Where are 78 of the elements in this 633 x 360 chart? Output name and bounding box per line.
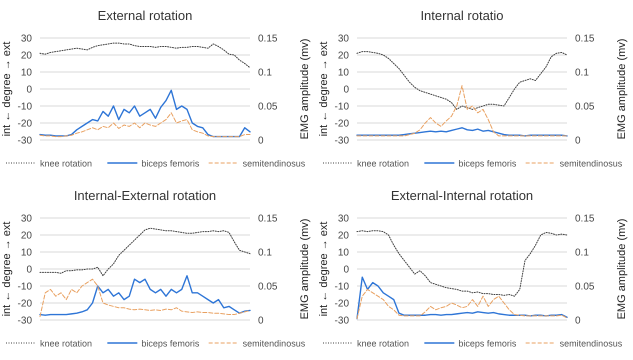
y-tick-label: -30 [334, 316, 350, 326]
y-tick-label: -20 [334, 298, 350, 310]
y-axis-title: int ← degree → ext [318, 222, 330, 316]
y-tick-label: -30 [18, 136, 32, 146]
y-tick-label: -30 [334, 136, 350, 146]
y-tick-label: 0 [343, 264, 350, 276]
legend-label: knee rotation [357, 338, 410, 348]
y-tick-label: -20 [18, 298, 32, 310]
chart-title: External-Internal rotation [390, 188, 534, 203]
y-tick-label: -10 [18, 102, 32, 112]
y-tick-label: 20 [20, 50, 32, 62]
legend-label: semitendinosus [242, 158, 306, 168]
y-tick-label: 30 [338, 214, 350, 224]
y-tick-label: -30 [18, 316, 32, 326]
y2-tick-label: 0.05 [575, 282, 595, 292]
y-tick-label: -10 [18, 282, 32, 292]
y-tick-label: 30 [20, 214, 32, 224]
y-axis-title: int ← degree → ext [318, 42, 330, 136]
y2-tick-label: 0 [575, 136, 581, 146]
line-series [40, 228, 250, 276]
y-tick-label: 30 [20, 34, 32, 44]
line-series [39, 90, 251, 138]
legend-label: knee rotation [40, 338, 92, 348]
y2-axis-title: EMG amplitude (mv) [616, 38, 628, 140]
y-tick-label: 10 [20, 248, 32, 258]
y-tick-label: 10 [338, 68, 350, 78]
y2-tick-label: 0.05 [258, 102, 278, 112]
y2-tick-label: 0 [258, 136, 264, 146]
legend-label: semitendinosus [560, 158, 623, 168]
y2-tick-label: 0.1 [575, 68, 590, 78]
line-series [356, 276, 568, 320]
y2-axis-title: EMG amplitude (mv) [299, 218, 311, 320]
y-tick-label: 0 [343, 84, 350, 96]
y-tick-label: -20 [18, 118, 32, 130]
y-axis-title: int ← degree → ext [1, 42, 13, 136]
y2-tick-label: 0.15 [575, 34, 595, 44]
y2-tick-label: 0.05 [575, 102, 595, 112]
line-series [356, 51, 568, 110]
y-tick-label: 0 [26, 264, 32, 276]
legend-label: biceps femoris [458, 338, 517, 348]
y-axis-title: int ← degree → ext [1, 222, 13, 316]
line-series [40, 112, 250, 138]
y2-tick-label: 0.15 [258, 214, 278, 224]
line-series [356, 85, 568, 136]
y2-tick-label: 0 [258, 316, 264, 326]
y2-tick-label: 0.15 [575, 214, 595, 224]
y-tick-label: -10 [334, 102, 350, 112]
y-tick-label: 20 [338, 50, 350, 62]
line-series [356, 127, 568, 137]
y2-tick-label: 0 [575, 316, 581, 326]
y-tick-label: 10 [20, 68, 32, 78]
y2-tick-label: 0.15 [258, 34, 278, 44]
line-series [356, 288, 568, 320]
y2-tick-label: 0.1 [258, 248, 272, 258]
legend-label: biceps femoris [141, 158, 200, 168]
chart-title: External rotation [98, 8, 192, 23]
y2-axis-title: EMG amplitude (mv) [299, 38, 311, 140]
y-tick-label: 10 [338, 248, 350, 258]
y-tick-label: 20 [338, 230, 350, 242]
y-tick-label: -20 [334, 118, 350, 130]
legend-label: biceps femoris [458, 158, 517, 168]
chart-title: Internal rotatio [420, 8, 504, 23]
y-tick-label: -10 [334, 282, 350, 292]
legend-label: knee rotation [357, 158, 410, 168]
y2-tick-label: 0.1 [258, 68, 272, 78]
chart-title: Internal-External rotation [74, 188, 216, 203]
y-tick-label: 20 [20, 230, 32, 242]
line-series [40, 42, 250, 68]
legend-label: knee rotation [40, 158, 92, 168]
y-tick-label: 0 [26, 84, 32, 96]
y2-axis-title: EMG amplitude (mv) [616, 218, 628, 320]
legend-label: semitendinosus [560, 338, 623, 348]
y2-tick-label: 0.1 [575, 248, 590, 258]
legend-label: biceps femoris [141, 338, 200, 348]
legend-label: semitendinosus [242, 338, 306, 348]
y-tick-label: 30 [338, 34, 350, 44]
y2-tick-label: 0.05 [258, 282, 278, 292]
line-series [356, 230, 568, 297]
